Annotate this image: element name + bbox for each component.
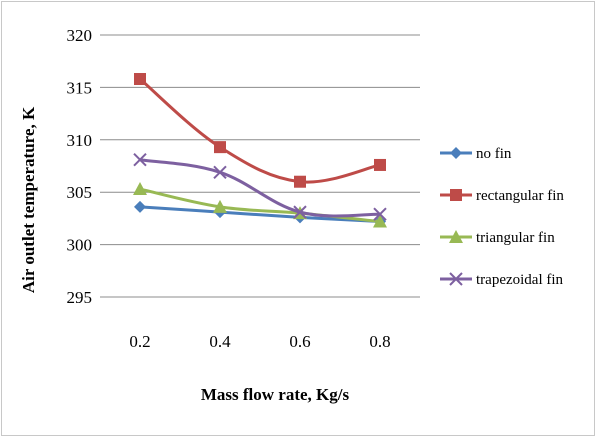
legend: no fin rectangular fin triangular fin trape… — [440, 146, 564, 288]
series-no-fin — [134, 200, 386, 228]
point-trapezoidal-fin-marker — [293, 205, 307, 219]
point-rectangular-fin-marker — [294, 175, 306, 188]
legend-item-triangular-fin: triangular fin — [440, 230, 555, 246]
point-triangular-fin-marker — [133, 182, 147, 196]
legend-rectangular-fin-marker — [450, 189, 462, 201]
legend-triangular-fin-marker — [449, 230, 463, 243]
y-tick-label: 300 — [67, 236, 93, 255]
point-trapezoidal-fin-marker — [133, 153, 147, 167]
point-trapezoidal-fin-marker — [213, 165, 227, 179]
legend-label-no-fin: no fin — [476, 146, 512, 162]
x-tick-label: 0.4 — [209, 332, 231, 351]
series-line-trapezoidal-fin — [139, 158, 381, 218]
y-axis-tick-labels: 295 300 305 310 315 320 — [67, 26, 93, 307]
legend-label-triangular-fin: triangular fin — [476, 230, 555, 246]
x-axis-tick-labels: 0.2 0.4 0.6 0.8 — [129, 332, 390, 351]
x-axis-title: Mass flow rate, Kg/s — [201, 385, 350, 404]
legend-label-rectangular-fin: rectangular fin — [476, 188, 564, 204]
legend-item-rectangular-fin: rectangular fin — [440, 188, 564, 204]
point-triangular-fin-marker — [373, 214, 387, 228]
series-line-rectangular-fin — [139, 77, 381, 184]
legend-trapezoidal-fin-marker — [449, 272, 463, 286]
point-triangular-fin-marker — [213, 199, 227, 213]
point-trapezoidal-fin-marker — [373, 207, 387, 221]
y-axis-title: Air outlet temperature, K — [19, 106, 38, 293]
series-trapezoidal-fin — [133, 153, 387, 221]
legend-item-trapezoidal-fin: trapezoidal fin — [440, 272, 564, 288]
point-rectangular-fin-marker — [374, 158, 386, 171]
legend-no-fin-marker — [450, 147, 462, 159]
x-tick-label: 0.6 — [289, 332, 310, 351]
x-tick-label: 0.8 — [369, 332, 390, 351]
y-tick-label: 310 — [67, 131, 93, 150]
y-tick-label: 315 — [67, 78, 93, 97]
series-lines — [133, 73, 387, 228]
y-tick-label: 320 — [67, 26, 93, 45]
y-tick-label: 305 — [67, 183, 93, 202]
y-tick-label: 295 — [67, 288, 93, 307]
series-rectangular-fin — [134, 73, 386, 188]
point-rectangular-fin-marker — [134, 73, 146, 86]
legend-label-trapezoidal-fin: trapezoidal fin — [476, 272, 564, 288]
x-tick-label: 0.2 — [129, 332, 150, 351]
point-rectangular-fin-marker — [214, 141, 226, 154]
legend-item-no-fin: no fin — [440, 146, 512, 162]
series-line-triangular-fin — [139, 187, 381, 224]
series-line-no-fin — [139, 205, 381, 224]
point-no-fin-marker — [134, 200, 146, 213]
